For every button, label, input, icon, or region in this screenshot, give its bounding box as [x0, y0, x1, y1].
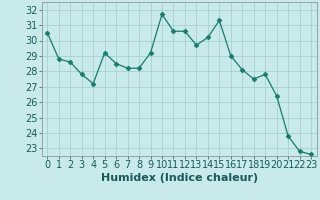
X-axis label: Humidex (Indice chaleur): Humidex (Indice chaleur) — [100, 173, 258, 183]
